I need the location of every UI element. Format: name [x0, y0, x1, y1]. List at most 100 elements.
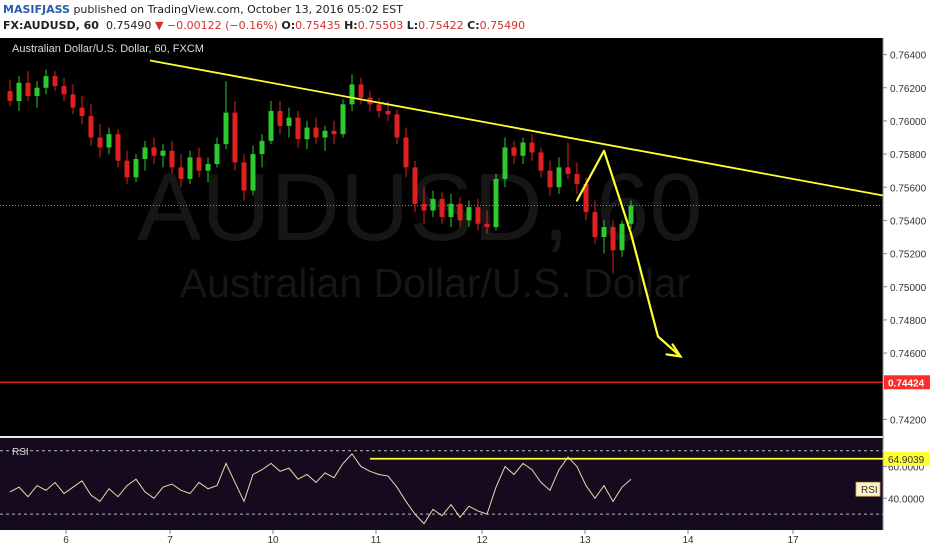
time-tick-label: 13: [579, 535, 591, 546]
rsi-value-badge: [855, 481, 881, 497]
candle: [151, 137, 157, 165]
candle-body: [565, 167, 571, 174]
candle: [619, 220, 625, 257]
time-tick-label: 12: [476, 535, 488, 546]
price-tick-label: 0.76000: [890, 117, 927, 128]
candle: [25, 71, 31, 102]
candle-body: [322, 130, 328, 138]
ohlc-high-label: H:: [344, 19, 358, 32]
price-tick-label: 0.75600: [890, 183, 927, 194]
candle: [205, 157, 211, 183]
candle: [322, 125, 328, 151]
candle-body: [88, 115, 94, 138]
rsi-pane-bg: [0, 438, 883, 530]
author-link[interactable]: MASIFJASS: [3, 3, 70, 16]
rsi-title: RSI: [12, 447, 29, 458]
candle: [547, 160, 553, 196]
candle: [538, 147, 544, 178]
candle-body: [277, 110, 283, 126]
rsi-tick-label: 60.0000: [888, 463, 925, 474]
candle-body: [196, 157, 202, 171]
candle: [88, 104, 94, 146]
price-tick-label: 0.75400: [890, 216, 927, 227]
candle-body: [412, 167, 418, 204]
resistance-trendline[interactable]: [149, 59, 884, 197]
time-axis[interactable]: 6 7 10 11 12 13 14 17: [63, 530, 799, 546]
candle: [349, 74, 355, 111]
candle-body: [232, 112, 238, 163]
forecast-arrow[interactable]: [575, 149, 682, 358]
price-tick-label: 0.76200: [890, 84, 927, 95]
candle: [475, 198, 481, 231]
candle-body: [421, 203, 427, 211]
candle-body: [169, 150, 175, 168]
candle-body: [223, 112, 229, 145]
ohlc-high-value: 0.75503: [357, 19, 404, 32]
candle-body: [133, 159, 139, 178]
price-axis[interactable]: 0.76400 0.76200 0.76000 0.75800 0.75600 0.754…: [883, 51, 930, 427]
symbol-label: FX:AUDUSD, 60: [3, 19, 99, 32]
level-price-badge-label: 0.74424: [888, 378, 925, 389]
candle: [592, 200, 598, 244]
candle: [70, 84, 76, 115]
candle-body: [16, 82, 22, 102]
candle: [97, 124, 103, 158]
candle: [196, 147, 202, 178]
candle: [7, 79, 13, 106]
candle-body: [628, 205, 634, 224]
price-chart-title: Australian Dollar/U.S. Dollar, 60, FXCM: [12, 43, 204, 55]
candle-body: [43, 76, 49, 88]
candle: [160, 144, 166, 168]
candle-body: [466, 207, 472, 221]
rsi-series-line: [9, 453, 632, 525]
candle: [178, 154, 184, 188]
candle-body: [259, 140, 265, 155]
candle-body: [574, 173, 580, 184]
candle-body: [511, 147, 517, 156]
ohlc-low-label: L:: [406, 19, 419, 32]
candle: [394, 109, 400, 145]
candle-body: [448, 203, 454, 218]
price-tick-label: 0.75800: [890, 150, 927, 161]
candle-body: [376, 104, 382, 111]
time-tick-label: 10: [267, 535, 279, 546]
candle: [304, 120, 310, 150]
candle-body: [286, 117, 292, 126]
candle-body: [475, 207, 481, 224]
candle: [340, 99, 346, 138]
time-tick-label: 7: [167, 535, 173, 546]
candle: [295, 110, 301, 148]
candle: [250, 145, 256, 196]
rsi-tick-label: 40.0000: [888, 494, 925, 505]
candle: [241, 154, 247, 201]
candle-body: [34, 87, 40, 97]
time-tick-label: 17: [787, 535, 799, 546]
rsi-axis[interactable]: 60.0000 40.0000 64.9039 RSI: [855, 451, 930, 506]
price-tick-label: 0.75200: [890, 250, 927, 261]
trendline-layer[interactable]: [149, 59, 884, 358]
candle: [403, 127, 409, 178]
price-tick-label: 0.76400: [890, 51, 927, 62]
candle: [376, 97, 382, 118]
price-change: ▼ −0.00122 (−0.16%): [154, 19, 278, 32]
candle: [439, 192, 445, 224]
candle-body: [583, 183, 589, 213]
chart-header: MASIFJASS published on TradingView.com, …: [0, 0, 932, 38]
candle-body: [52, 76, 58, 87]
ohlc-open-value: 0.75435: [295, 19, 341, 32]
candle-body: [430, 198, 436, 211]
candle-body: [394, 114, 400, 138]
candle-body: [268, 110, 274, 141]
candle-body: [547, 170, 553, 188]
level-price-badge: [884, 375, 930, 390]
ohlc-close-value: 0.75490: [479, 19, 526, 32]
candle-body: [214, 144, 220, 165]
candle: [106, 127, 112, 155]
candle-body: [619, 223, 625, 251]
watermark: AUDUSD, 60 Australian Dollar/U.S. Dollar: [137, 154, 703, 306]
candle-body: [160, 150, 166, 156]
candles: [7, 69, 634, 274]
candle-body: [25, 82, 31, 97]
ohlc-open-label: O:: [281, 19, 296, 32]
